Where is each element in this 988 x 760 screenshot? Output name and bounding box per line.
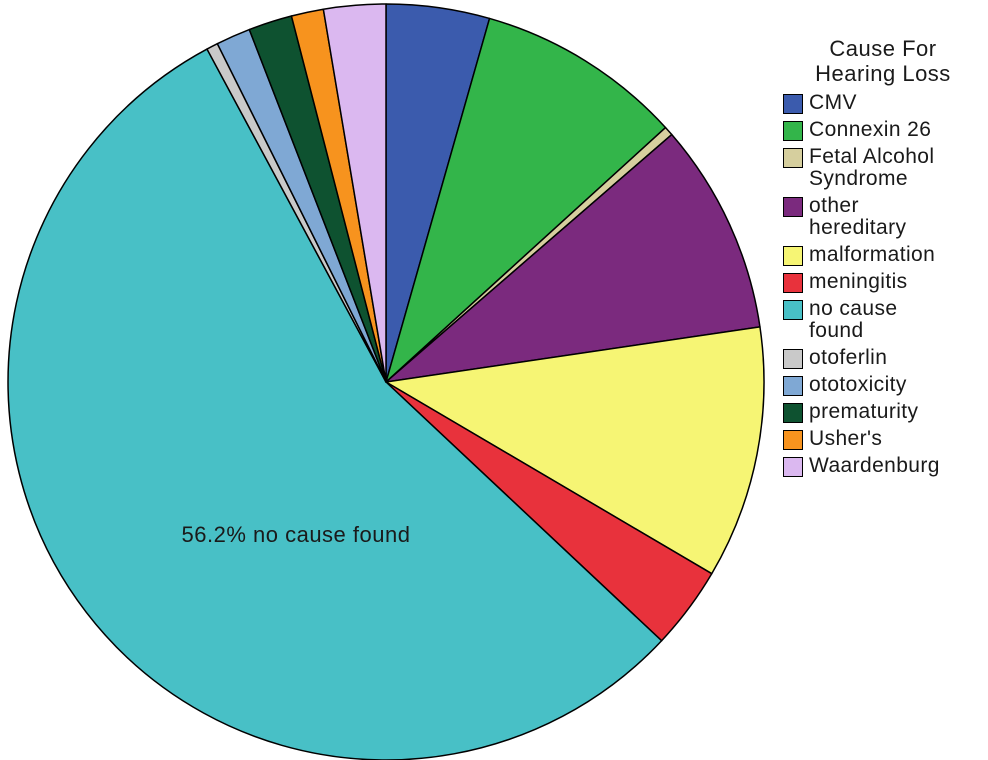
legend-label: ototoxicity xyxy=(809,373,907,396)
legend-label: Usher's xyxy=(809,427,883,450)
legend-items: CMV Connexin 26 Fetal Alcohol Syndrome other… xyxy=(783,92,983,477)
legend-item: Usher's xyxy=(783,428,983,450)
legend-label: prematurity xyxy=(809,400,919,423)
legend-label: malformation xyxy=(809,243,936,266)
legend-swatch xyxy=(783,349,803,369)
pie-slice-no-cause-found xyxy=(7,48,663,760)
legend-label: Fetal Alcohol Syndrome xyxy=(809,145,935,190)
legend-item: no cause found xyxy=(783,298,983,342)
legend-title: Cause For Hearing Loss xyxy=(815,36,951,86)
legend-item: CMV xyxy=(783,92,983,114)
legend-item: prematurity xyxy=(783,401,983,423)
legend: Cause For Hearing Loss CMV Connexin 26 Feta… xyxy=(783,36,983,482)
legend-item: other hereditary xyxy=(783,195,983,239)
legend-swatch xyxy=(783,273,803,293)
legend-swatch xyxy=(783,403,803,423)
legend-label: no cause found xyxy=(809,297,898,342)
legend-item: malformation xyxy=(783,244,983,266)
legend-item: Waardenburg xyxy=(783,455,983,477)
legend-label: otoferlin xyxy=(809,346,888,369)
legend-label: Waardenburg xyxy=(809,454,940,477)
legend-swatch xyxy=(783,246,803,266)
legend-label: other hereditary xyxy=(809,194,907,239)
legend-item: meningitis xyxy=(783,271,983,293)
legend-item: ototoxicity xyxy=(783,374,983,396)
legend-label: meningitis xyxy=(809,270,908,293)
slice-annotation: 56.2% no cause found xyxy=(182,522,411,547)
legend-swatch xyxy=(783,197,803,217)
pie-slice-connexin-26 xyxy=(385,17,667,383)
legend-swatch xyxy=(783,94,803,114)
pie-slice-waardenburg xyxy=(322,3,387,383)
legend-label: Connexin 26 xyxy=(809,118,932,141)
legend-item: Fetal Alcohol Syndrome xyxy=(783,146,983,190)
pie-slice-malformation xyxy=(385,326,765,575)
legend-swatch xyxy=(783,457,803,477)
legend-item: otoferlin xyxy=(783,347,983,369)
legend-swatch xyxy=(783,376,803,396)
legend-swatch xyxy=(783,300,803,320)
pie-slice-other-hereditary xyxy=(385,133,761,383)
legend-swatch xyxy=(783,121,803,141)
legend-label: CMV xyxy=(809,91,857,114)
legend-swatch xyxy=(783,148,803,168)
legend-item: Connexin 26 xyxy=(783,119,983,141)
pie-slices xyxy=(7,3,765,760)
legend-swatch xyxy=(783,430,803,450)
